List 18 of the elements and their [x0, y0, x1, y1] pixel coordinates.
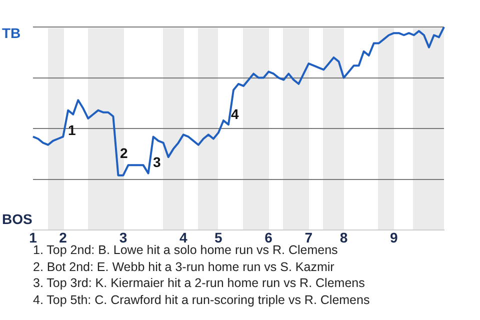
- x-tick-label: 4: [179, 229, 188, 246]
- text: 4. Top 5th: C. Crawford hit a run-scoring triple vs R. Clemens: [33, 292, 370, 308]
- x-tick-label: 1: [29, 229, 38, 246]
- x-tick-label: 9: [390, 229, 398, 246]
- text: 3. Top 3rd: K. Kiermaier hit a 2-run home run vs R. Clemens: [33, 275, 366, 292]
- x-tick-label: 8: [340, 229, 348, 246]
- annotation: 3: [153, 154, 161, 170]
- text: TB: [2, 25, 21, 41]
- text: 2. Bot 2nd: E. Webb hit a 3-run home run vs S. Kazmir: [33, 258, 336, 275]
- x-tick-label: 2: [59, 229, 68, 246]
- text: 1. Top 2nd: B. Lowe hit a solo home run vs R. Clemens: [33, 243, 338, 257]
- x-tick-label: 6: [264, 229, 273, 246]
- text: BOS: [2, 211, 32, 227]
- x-tick-label: 5: [214, 229, 223, 246]
- annotation: 4: [231, 106, 239, 122]
- x-tick-label: 3: [119, 229, 128, 246]
- annotation: 2: [120, 145, 128, 161]
- x-tick-label: 7: [304, 229, 313, 246]
